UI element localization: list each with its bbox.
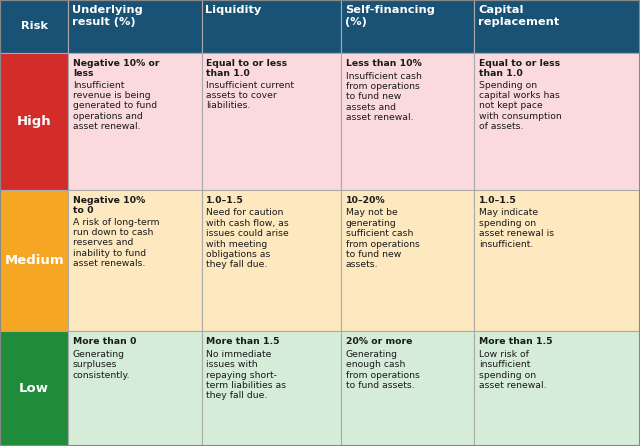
Text: May indicate
spending on
asset renewal is
insufficient.: May indicate spending on asset renewal i… <box>479 208 554 249</box>
Text: Equal to or less
than 1.0: Equal to or less than 1.0 <box>206 59 287 78</box>
Text: Need for caution
with cash flow, as
issues could arise
with meeting
obligations : Need for caution with cash flow, as issu… <box>206 208 289 269</box>
Bar <box>474 190 640 331</box>
Bar <box>474 0 640 53</box>
Text: Equal to or less
than 1.0: Equal to or less than 1.0 <box>479 59 560 78</box>
Bar <box>341 0 474 53</box>
Text: High: High <box>17 115 52 128</box>
Text: Risk: Risk <box>20 21 48 31</box>
Text: Capital
replacement: Capital replacement <box>478 5 559 27</box>
Text: 20% or more: 20% or more <box>346 337 412 346</box>
Bar <box>474 53 640 190</box>
Bar <box>341 190 474 331</box>
Text: Insufficient current
assets to cover
liabilities.: Insufficient current assets to cover lia… <box>206 81 294 110</box>
Text: May not be
generating
sufficient cash
from operations
to fund new
assets.: May not be generating sufficient cash fr… <box>346 208 419 269</box>
Text: A risk of long-term
run down to cash
reserves and
inability to fund
asset renewa: A risk of long-term run down to cash res… <box>73 218 159 268</box>
Bar <box>0 331 68 446</box>
Bar <box>68 190 202 331</box>
Bar <box>0 190 68 331</box>
Bar <box>0 53 68 190</box>
Text: Generating
surpluses
consistently.: Generating surpluses consistently. <box>73 350 131 380</box>
Bar <box>202 331 341 446</box>
Text: Low risk of
insufficient
spending on
asset renewal.: Low risk of insufficient spending on ass… <box>479 350 546 390</box>
Bar <box>0 0 68 53</box>
Bar <box>68 331 202 446</box>
Bar <box>68 53 202 190</box>
Text: Negative 10%
to 0: Negative 10% to 0 <box>73 196 145 215</box>
Text: Generating
enough cash
from operations
to fund assets.: Generating enough cash from operations t… <box>346 350 419 390</box>
Text: Self-financing
(%): Self-financing (%) <box>345 5 435 27</box>
Bar <box>68 0 202 53</box>
Text: Insufficient
revenue is being
generated to fund
operations and
asset renewal.: Insufficient revenue is being generated … <box>73 81 157 131</box>
Bar <box>341 331 474 446</box>
Text: Liquidity: Liquidity <box>205 5 262 15</box>
Bar <box>341 53 474 190</box>
Text: Negative 10% or
less: Negative 10% or less <box>73 59 159 78</box>
Text: Medium: Medium <box>4 254 64 267</box>
Bar <box>474 331 640 446</box>
Text: More than 1.5: More than 1.5 <box>479 337 552 346</box>
Text: Underlying
result (%): Underlying result (%) <box>72 5 143 27</box>
Bar <box>202 190 341 331</box>
Bar <box>202 0 341 53</box>
Text: Insufficient cash
from operations
to fund new
assets and
asset renewal.: Insufficient cash from operations to fun… <box>346 71 422 122</box>
Text: 10–20%: 10–20% <box>346 196 385 205</box>
Text: Low: Low <box>19 382 49 395</box>
Text: 1.0–1.5: 1.0–1.5 <box>479 196 516 205</box>
Bar <box>202 53 341 190</box>
Text: 1.0–1.5: 1.0–1.5 <box>206 196 244 205</box>
Text: Spending on
capital works has
not kept pace
with consumption
of assets.: Spending on capital works has not kept p… <box>479 81 561 131</box>
Text: Less than 10%: Less than 10% <box>346 59 421 68</box>
Text: More than 1.5: More than 1.5 <box>206 337 280 346</box>
Text: More than 0: More than 0 <box>73 337 136 346</box>
Text: No immediate
issues with
repaying short-
term liabilities as
they fall due.: No immediate issues with repaying short-… <box>206 350 286 401</box>
